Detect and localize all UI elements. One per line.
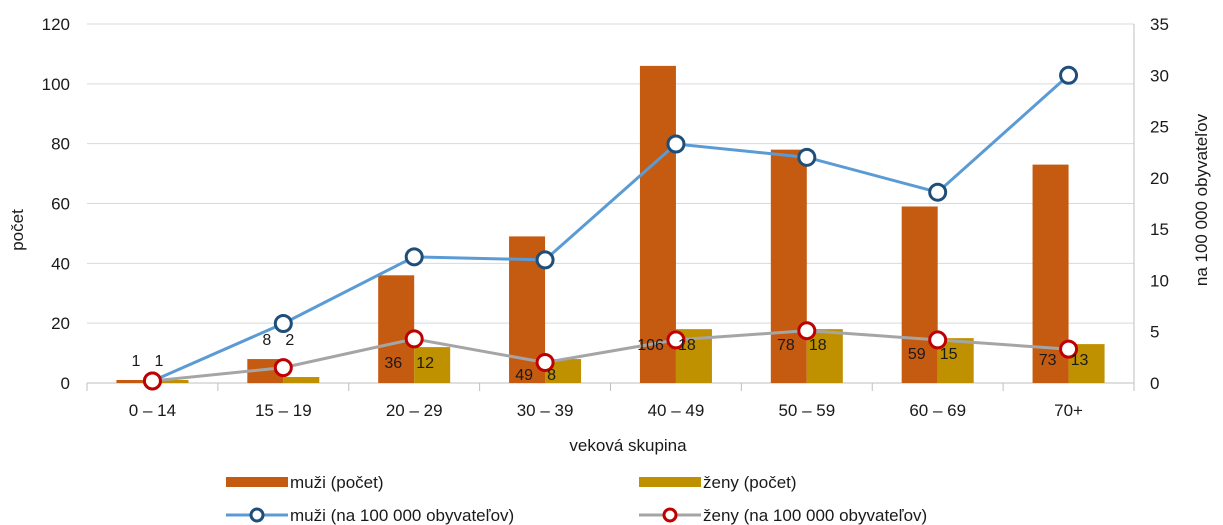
lines <box>142 65 1079 391</box>
y-tick-label: 20 <box>51 314 70 333</box>
point-muzi-rate <box>404 247 424 267</box>
y-axis-label: počet <box>8 209 27 251</box>
x-tick-label: 30 – 39 <box>517 401 574 420</box>
data-label-muzi: 59 <box>908 346 926 363</box>
point-zeny-rate <box>142 371 162 391</box>
point-muzi-rate <box>1059 65 1079 85</box>
data-label-muzi: 36 <box>384 355 402 372</box>
data-label-zeny: 18 <box>678 337 696 354</box>
bar-zeny <box>414 347 451 383</box>
x-tick-label: 40 – 49 <box>648 401 705 420</box>
data-label-zeny: 1 <box>154 353 163 370</box>
bar-zeny <box>806 329 843 383</box>
y-tick-label: 60 <box>51 195 70 214</box>
bar-zeny <box>283 377 320 383</box>
data-label-muzi: 49 <box>515 367 533 384</box>
y-tick-label: 100 <box>42 75 70 94</box>
x-tick-label: 0 – 14 <box>129 401 176 420</box>
point-zeny-rate <box>273 358 293 378</box>
data-label-zeny: 15 <box>940 346 958 363</box>
x-tick-label: 15 – 19 <box>255 401 312 420</box>
data-label-zeny: 2 <box>285 332 294 349</box>
point-zeny-rate <box>928 330 948 350</box>
legend-swatch-zeny-pocet <box>639 477 701 487</box>
y2-tick-label: 30 <box>1150 66 1169 85</box>
data-label-zeny: 8 <box>547 367 556 384</box>
bar-muzi <box>116 380 153 383</box>
line-zeny-rate <box>152 329 1069 383</box>
tick-labels: 0 20 40 60 80 100 120 0 5 10 15 20 25 30 35 0 – 14 15 – … <box>42 15 1169 420</box>
y-tick-label: 0 <box>61 374 70 393</box>
y2-tick-label: 5 <box>1150 323 1159 342</box>
x-tick-label: 60 – 69 <box>909 401 966 420</box>
y2-axis-label: na 100 000 obyvateľov <box>1192 113 1211 286</box>
y-tick-label: 120 <box>42 15 70 34</box>
point-muzi-rate <box>928 182 948 202</box>
bar-muzi <box>901 206 938 383</box>
point-muzi-rate <box>273 314 293 334</box>
y2-tick-label: 15 <box>1150 220 1169 239</box>
y2-tick-label: 35 <box>1150 15 1169 34</box>
data-label-zeny: 12 <box>416 355 434 372</box>
gridlines <box>86 23 1135 391</box>
point-zeny-rate <box>666 330 686 350</box>
legend-label-muzi-rate: muži (na 100 000 obyvateľov) <box>290 506 514 525</box>
bar-muzi <box>378 275 415 383</box>
y2-tick-label: 0 <box>1150 374 1159 393</box>
legend: muži (počet) ženy (počet) muži (na 100 0… <box>226 473 927 525</box>
point-muzi-rate <box>666 134 686 154</box>
y-tick-label: 40 <box>51 254 70 273</box>
point-zeny-rate <box>1059 339 1079 359</box>
y-tick-label: 80 <box>51 135 70 154</box>
line-muzi-rate <box>151 74 1070 383</box>
legend-label-zeny-rate: ženy (na 100 000 obyvateľov) <box>703 506 927 525</box>
data-label-muzi: 106 <box>637 337 664 354</box>
x-tick-label: 20 – 29 <box>386 401 443 420</box>
data-label-muzi: 8 <box>262 332 271 349</box>
y2-tick-label: 20 <box>1150 169 1169 188</box>
x-tick-label: 70+ <box>1054 401 1083 420</box>
legend-label-muzi-pocet: muži (počet) <box>290 473 384 492</box>
x-tick-label: 50 – 59 <box>778 401 835 420</box>
point-muzi-rate <box>535 250 555 270</box>
y2-tick-label: 10 <box>1150 271 1169 290</box>
data-label-muzi: 1 <box>132 353 141 370</box>
y2-tick-label: 25 <box>1150 118 1169 137</box>
legend-marker-muzi-rate <box>249 507 265 523</box>
legend-label-zeny-pocet: ženy (počet) <box>703 473 797 492</box>
point-zeny-rate <box>797 321 817 341</box>
data-label-zeny: 18 <box>809 337 827 354</box>
data-label-muzi: 73 <box>1039 352 1057 369</box>
legend-marker-zeny-rate <box>662 507 678 523</box>
legend-swatch-muzi-pocet <box>226 477 288 487</box>
point-zeny-rate <box>404 329 424 349</box>
bar-muzi <box>770 149 807 383</box>
bar-muzi <box>639 65 676 383</box>
data-label-zeny: 13 <box>1071 352 1089 369</box>
data-label-muzi: 78 <box>777 337 795 354</box>
point-muzi-rate <box>797 147 817 167</box>
bar-zeny <box>152 380 189 383</box>
point-zeny-rate <box>535 352 555 372</box>
x-axis-label: veková skupina <box>569 436 687 455</box>
